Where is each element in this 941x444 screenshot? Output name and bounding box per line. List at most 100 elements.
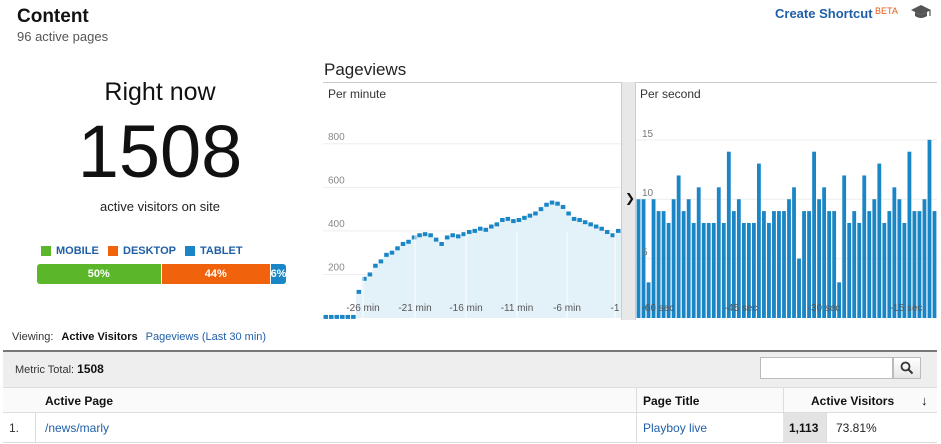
per-minute-label: Per minute: [328, 87, 387, 101]
minute-point: [538, 207, 544, 212]
y-tick-label: 5: [642, 248, 648, 259]
table-header-row: Active Page Page Title Active Visitors ↓: [3, 387, 937, 413]
second-bar: [746, 222, 751, 318]
minute-point: [428, 233, 433, 238]
second-bar: [827, 211, 832, 318]
minute-point: [516, 218, 522, 222]
second-bar: [832, 211, 837, 318]
desktop-swatch: [108, 246, 118, 256]
active-visitors-percent: 73.81%: [836, 421, 877, 435]
graduation-cap-icon[interactable]: [910, 3, 932, 21]
second-bar: [681, 211, 686, 318]
legend-tablet-label: TABLET: [200, 245, 243, 257]
table-search-input[interactable]: [760, 357, 893, 379]
minute-point: [555, 201, 560, 206]
column-divider: [636, 413, 637, 442]
second-bar: [721, 222, 726, 318]
minute-point: [571, 216, 577, 221]
second-bar: [817, 199, 822, 318]
tab-active-visitors[interactable]: Active Visitors: [61, 331, 138, 357]
y-tick-label: 800: [328, 132, 345, 143]
second-bar: [731, 211, 736, 318]
active-pages-table: Metric Total: 1508 Active Page Page Titl…: [3, 350, 937, 444]
second-bar: [897, 199, 902, 318]
x-tick-label: -1: [611, 303, 620, 314]
x-tick-label: -21 min: [398, 303, 431, 314]
column-divider: [826, 413, 827, 442]
minute-point: [340, 314, 345, 319]
second-bar: [741, 222, 746, 318]
minute-point: [439, 241, 444, 246]
second-bar: [842, 175, 847, 318]
second-bar: [696, 187, 701, 318]
second-bar: [666, 222, 671, 318]
tab-pageviews-last-30[interactable]: Pageviews (Last 30 min): [145, 331, 267, 343]
minute-point: [461, 232, 466, 237]
minute-point: [444, 235, 450, 240]
minute-point: [483, 227, 489, 232]
minute-point: [478, 226, 483, 231]
minute-point: [604, 229, 610, 234]
metric-total-label: Metric Total:: [15, 364, 75, 376]
col-active-page[interactable]: Active Page: [45, 394, 114, 408]
second-bar: [867, 211, 872, 318]
create-shortcut-link[interactable]: Create Shortcut: [775, 6, 873, 21]
second-bar: [797, 258, 801, 318]
column-divider: [35, 413, 36, 442]
search-button[interactable]: [893, 357, 921, 379]
second-bar: [892, 187, 897, 318]
x-tick-label: -26 min: [346, 303, 379, 314]
minute-point: [362, 276, 367, 281]
second-bar: [922, 199, 927, 318]
expand-chart-toggle[interactable]: [621, 82, 636, 320]
second-bar: [812, 151, 816, 318]
col-active-visitors[interactable]: Active Visitors: [811, 394, 895, 408]
minute-point: [582, 220, 588, 225]
second-bar: [882, 222, 887, 318]
minute-point: [378, 259, 384, 264]
chevron-right-icon[interactable]: ❯: [625, 191, 636, 205]
second-bar: [887, 211, 892, 318]
per-second-chart: 15 10 5 -60 sec -45 sec -30 sec -15 sec: [636, 129, 937, 318]
minute-point: [533, 211, 538, 216]
second-bar: [932, 211, 937, 318]
legend-tablet: TABLET: [185, 245, 243, 257]
second-bar: [802, 211, 806, 318]
legend-mobile-label: MOBILE: [56, 245, 99, 257]
second-bar: [837, 282, 842, 318]
metric-total-value: 1508: [77, 362, 104, 376]
legend-mobile: MOBILE: [41, 245, 99, 257]
minute-point: [560, 204, 566, 209]
minute-point: [450, 233, 455, 238]
minute-point: [549, 200, 555, 205]
active-page-link[interactable]: /news/marly: [45, 421, 110, 435]
device-share-bar: 50% 44% 6%: [37, 264, 286, 284]
second-bar: [907, 151, 912, 318]
minute-point: [489, 224, 494, 229]
minute-point: [599, 226, 604, 231]
second-bar: [656, 211, 661, 318]
col-page-title[interactable]: Page Title: [643, 394, 700, 408]
right-now-title: Right now: [104, 78, 216, 106]
tablet-swatch: [185, 246, 195, 256]
x-tick-label: -16 min: [449, 303, 482, 314]
active-visitors-value: 1,113: [789, 421, 819, 435]
second-bar: [706, 222, 711, 318]
minute-point: [356, 289, 362, 294]
metric-total: Metric Total: 1508: [15, 362, 104, 376]
search-icon: [900, 361, 914, 375]
minute-point: [373, 263, 378, 268]
second-bar: [792, 187, 796, 318]
second-bar: [671, 199, 676, 318]
page-title-link[interactable]: Playboy live: [643, 421, 708, 435]
second-bar: [807, 211, 811, 318]
x-tick-label: -6 min: [553, 303, 581, 314]
sort-descending-icon[interactable]: ↓: [921, 393, 928, 408]
y-tick-label: 10: [642, 188, 654, 199]
second-bar: [787, 199, 791, 318]
active-visitors-count: 1508: [77, 110, 243, 193]
y-tick-label: 400: [328, 219, 345, 230]
per-minute-chart: 800 600 400 200 -26 min -21 min -16 min -11 min…: [323, 132, 621, 319]
second-bar: [701, 222, 706, 318]
mobile-swatch: [41, 246, 51, 256]
